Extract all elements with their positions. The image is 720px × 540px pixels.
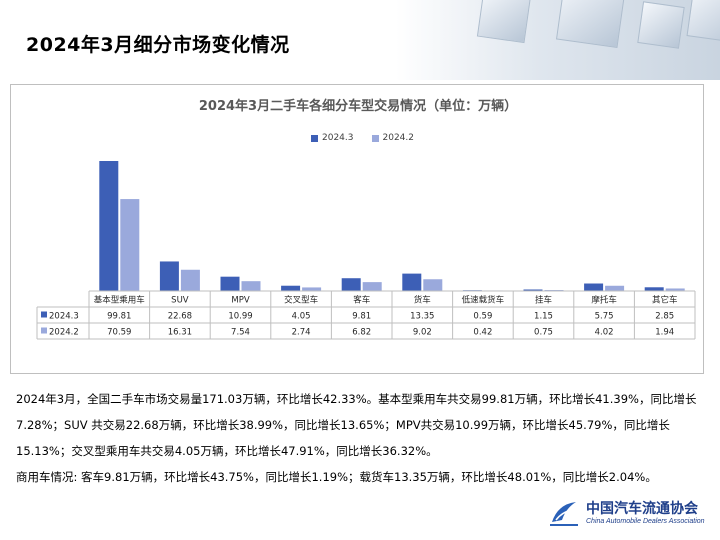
- bar-2024-3-5: [402, 273, 422, 291]
- bar-2024-2-5: [423, 279, 443, 291]
- legend-swatch: [311, 134, 318, 142]
- data-label: 16.31: [168, 328, 192, 338]
- chart-legend: 2024.3 2024.2: [311, 133, 414, 143]
- data-label: 5.75: [595, 312, 614, 322]
- bar-2024-3-4: [341, 278, 361, 291]
- data-label: 0.59: [473, 312, 492, 322]
- summary-paragraph-passenger: 2024年3月，全国二手车市场交易量171.03万辆，环比增长42.33%。基本…: [16, 392, 697, 458]
- bar-2024-2-4: [362, 282, 382, 291]
- bar-2024-3-8: [584, 283, 604, 291]
- legend-label: 2024.2: [382, 133, 415, 143]
- legend-item-2024-3: 2024.3: [311, 133, 354, 143]
- bar-2024-2-9: [665, 288, 685, 291]
- association-logo: 中国汽车流通协会 China Automobile Dealers Associ…: [548, 496, 718, 536]
- logo-chinese-name: 中国汽车流通协会: [586, 501, 698, 517]
- page-title: 2024年3月细分市场变化情况: [26, 34, 290, 56]
- data-label: 0.42: [473, 328, 492, 338]
- data-label: 9.81: [352, 312, 371, 322]
- category-label: MPV: [231, 296, 249, 306]
- decorative-cube: [476, 0, 532, 44]
- data-label: 4.05: [292, 312, 311, 322]
- chart-frame: 2024年3月二手车各细分车型交易情况（单位：万辆） 2024.3 2024.2…: [10, 84, 704, 374]
- category-label: 货车: [414, 295, 431, 306]
- decorative-cube: [686, 0, 720, 44]
- data-label: 10.99: [228, 312, 252, 322]
- bar-2024-3-9: [644, 287, 664, 291]
- data-label: 1.15: [534, 312, 553, 322]
- summary-paragraph-commercial: 商用车情况: 客车9.81万辆，环比增长43.75%，同比增长1.19%；载货车…: [16, 470, 657, 484]
- category-label: 挂车: [535, 295, 552, 306]
- row-label: 2024.3: [49, 312, 79, 322]
- category-label: 低速载货车: [462, 295, 505, 306]
- bar-2024-3-0: [99, 161, 119, 291]
- bar-chart: 基本型乘用车 SUV MPV 交叉型车 客车 货车 低速载货车 挂车 摩托车 其它车 2024.3 9…: [36, 161, 696, 340]
- bar-2024-2-3: [302, 287, 322, 291]
- data-label: 7.54: [231, 328, 250, 338]
- legend-item-2024-2: 2024.2: [371, 133, 415, 143]
- data-label: 0.75: [534, 328, 553, 338]
- bar-2024-3-2: [220, 276, 240, 291]
- category-label: 摩托车: [591, 295, 617, 306]
- row-legend-swatch: [41, 311, 47, 318]
- bar-2024-2-1: [180, 269, 200, 291]
- data-label: 13.35: [410, 312, 434, 322]
- legend-label: 2024.3: [322, 133, 354, 143]
- decorative-cube: [637, 1, 685, 49]
- data-label: 2.74: [292, 328, 311, 338]
- data-label: 70.59: [107, 328, 131, 338]
- category-label: 交叉型车: [284, 295, 318, 306]
- header-banner: [0, 0, 720, 80]
- decorative-cube: [555, 0, 627, 49]
- bar-2024-3-1: [159, 261, 179, 291]
- row-legend-swatch: [41, 327, 47, 334]
- bar-2024-2-8: [605, 285, 625, 291]
- data-label: 9.02: [413, 328, 432, 338]
- category-label: 客车: [353, 295, 370, 306]
- data-label: 1.94: [655, 328, 674, 338]
- data-label: 22.68: [168, 312, 192, 322]
- data-label: 4.02: [595, 328, 614, 338]
- data-label: 2.85: [655, 312, 674, 322]
- row-label: 2024.2: [49, 328, 79, 338]
- category-label: 其它车: [652, 295, 678, 306]
- category-label: 基本型乘用车: [94, 295, 145, 306]
- bar-2024-2-0: [120, 199, 140, 291]
- data-label: 6.82: [352, 328, 371, 338]
- legend-swatch: [371, 134, 379, 142]
- chart-title: 2024年3月二手车各细分车型交易情况（单位：万辆）: [198, 99, 518, 114]
- bar-2024-3-7: [523, 289, 543, 291]
- bar-2024-3-3: [281, 285, 301, 291]
- data-label: 99.81: [107, 312, 131, 322]
- summary-text: 2024年3月，全国二手车市场交易量171.03万辆，环比增长42.33%。基本…: [16, 386, 706, 490]
- bar-2024-2-2: [241, 281, 261, 291]
- cada-logo-icon: [550, 502, 578, 526]
- logo-english-name: China Automobile Dealers Association: [586, 518, 705, 525]
- category-label: SUV: [171, 296, 189, 306]
